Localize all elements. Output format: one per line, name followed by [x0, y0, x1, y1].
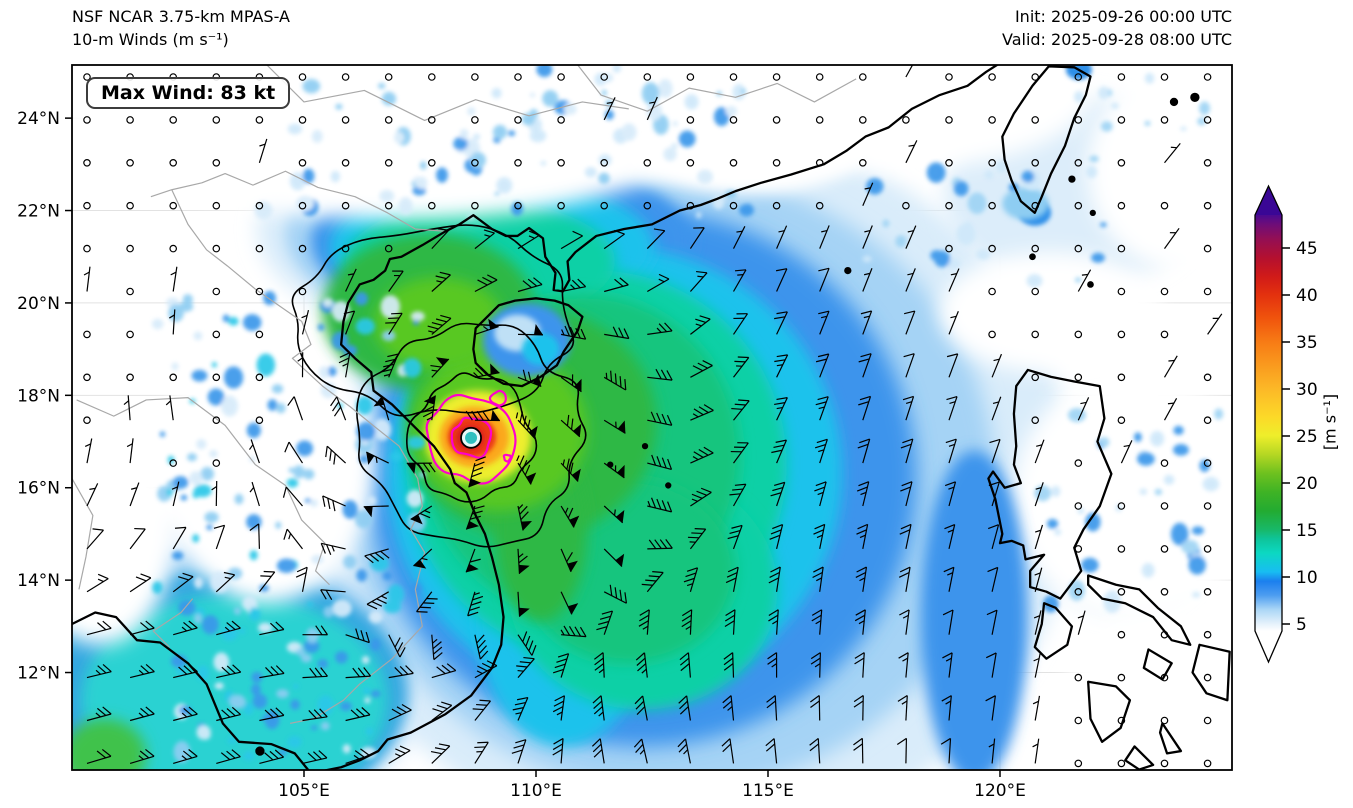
colorbar-tick-label: 10: [1296, 568, 1318, 588]
colorbar-tick-label: 35: [1296, 333, 1318, 353]
storm-eye: [460, 426, 482, 449]
x-tick-label: 115°E: [742, 781, 794, 801]
axis-labels: 105°E 110°E 115°E 120°E 24°N 22°N 20°N 18°N 16°N…: [17, 109, 1026, 801]
wind-barbs: [83, 65, 1223, 768]
max-wind-badge: Max Wind: 83 kt: [86, 77, 291, 109]
colorbar-unit-label: [m s⁻¹]: [1320, 393, 1340, 451]
coast-cebu: [1158, 722, 1183, 755]
y-tick-label: 22°N: [17, 202, 60, 222]
colorbar-tick-label: 15: [1296, 521, 1318, 541]
x-tick-label: 105°E: [278, 781, 330, 801]
plot-frame: [71, 64, 1233, 771]
wind-contours-magenta: [425, 389, 517, 485]
valid-time-label: Valid: 2025-09-28 08:00 UTC: [1001, 30, 1232, 49]
coast-hainan: [472, 297, 584, 388]
y-tick-label: 18°N: [17, 386, 60, 406]
convective-speckles: [151, 65, 1224, 763]
colorbar-tick-label: 30: [1296, 380, 1318, 400]
colorbar-tick-label: 45: [1296, 239, 1318, 259]
init-time-label: Init: 2025-09-26 00:00 UTC: [1014, 7, 1232, 26]
coast-mindoro: [1033, 602, 1074, 660]
coast-china-coast: [444, 65, 999, 293]
axis-ticks: [65, 117, 1001, 777]
y-tick-label: 20°N: [17, 294, 60, 314]
coastlines: [72, 65, 1231, 770]
field-title: 10-m Winds (m s⁻¹): [72, 30, 229, 49]
coast-panay: [1087, 680, 1132, 743]
y-tick-label: 14°N: [17, 571, 60, 591]
coast-bicol: [1087, 574, 1192, 646]
model-title: NSF NCAR 3.75-km MPAS-A: [72, 7, 290, 26]
coast-luzon: [987, 368, 1113, 600]
x-tick-label: 110°E: [510, 781, 562, 801]
coast-samar: [1191, 643, 1231, 702]
coast-vietnam-coast: [323, 230, 505, 770]
colorbar-tick-label: 5: [1296, 615, 1307, 635]
y-tick-label: 24°N: [17, 109, 60, 129]
coast-gulf-of-thailand-coast: [72, 611, 310, 770]
wind-speed-shading: [72, 65, 1232, 770]
x-tick-label: 120°E: [974, 781, 1026, 801]
y-tick-label: 16°N: [17, 479, 60, 499]
country-borders: [72, 65, 857, 724]
colorbar: 5 10 15 20 25 30 35 40 45: [1254, 184, 1318, 664]
colorbar-tick-label: 40: [1296, 286, 1318, 306]
colorbar-tick-label: 25: [1296, 427, 1318, 447]
colorbar-tick-label: 20: [1296, 474, 1318, 494]
y-tick-label: 12°N: [17, 664, 60, 684]
